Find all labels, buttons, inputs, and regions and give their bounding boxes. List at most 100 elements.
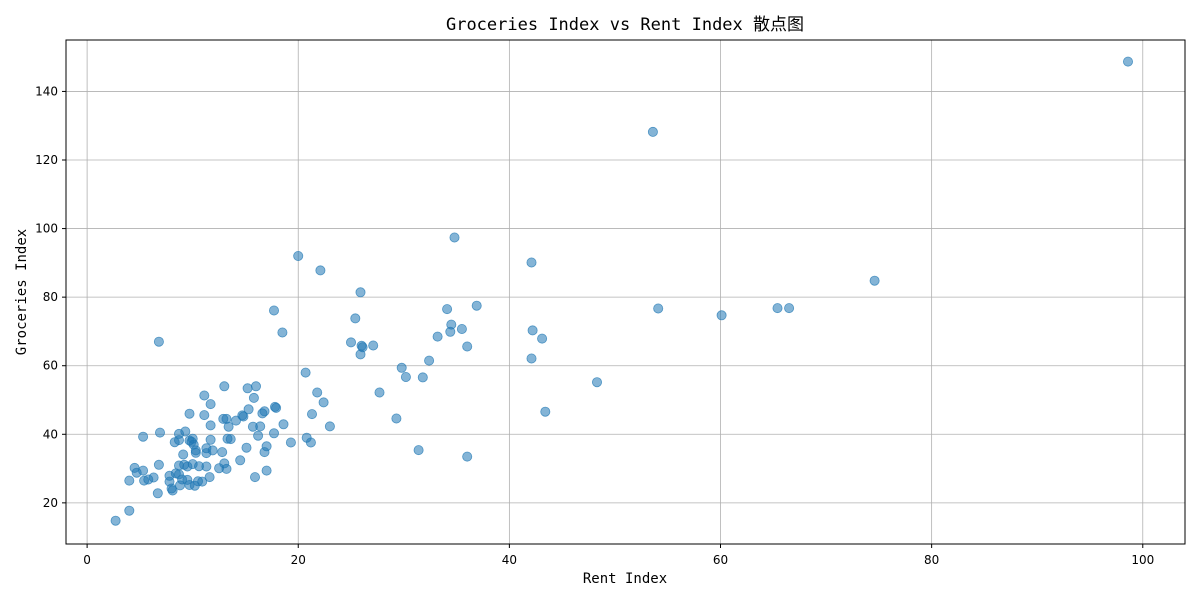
scatter-point	[592, 377, 603, 388]
scatter-point	[138, 431, 149, 442]
scatter-point	[355, 349, 366, 360]
y-tick-label: 40	[43, 427, 58, 441]
scatter-point	[647, 126, 658, 137]
scatter-point	[271, 402, 282, 413]
x-tick-label: 60	[713, 553, 728, 567]
scatter-point	[306, 409, 317, 420]
scatter-point	[248, 392, 259, 403]
scatter-point	[153, 459, 164, 470]
scatter-point	[391, 413, 402, 424]
scatter-point	[305, 437, 316, 448]
scatter-point	[417, 372, 428, 383]
scatter-point	[247, 421, 258, 432]
scatter-point	[253, 430, 264, 441]
scatter-point	[230, 415, 241, 426]
scatter-point	[278, 419, 289, 430]
scatter-point	[285, 437, 296, 448]
scatter-point	[772, 303, 783, 314]
points-layer	[110, 56, 1134, 526]
scatter-point	[205, 399, 216, 410]
scatter-point	[315, 265, 326, 276]
scatter-point	[205, 420, 216, 431]
y-tick-label: 140	[35, 84, 58, 98]
scatter-point	[124, 505, 135, 516]
scatter-point	[653, 303, 664, 314]
scatter-point	[345, 337, 356, 348]
scatter-point	[445, 326, 456, 337]
scatter-point	[241, 442, 252, 453]
scatter-point	[167, 485, 178, 496]
grid-layer	[66, 40, 1185, 544]
scatter-point	[199, 410, 210, 421]
scatter-point	[222, 433, 233, 444]
x-tick-label: 20	[291, 553, 306, 567]
scatter-point	[190, 447, 201, 458]
ticks-layer: 0 20 40 60 80 100 20 40 60 80 100 120 140	[35, 84, 1154, 567]
scatter-point	[312, 387, 323, 398]
scatter-point	[221, 463, 232, 474]
scatter-point	[124, 475, 135, 486]
scatter-point	[235, 455, 246, 466]
scatter-point	[223, 421, 234, 432]
scatter-point	[526, 257, 537, 268]
scatter-point	[184, 408, 195, 419]
scatter-point	[324, 421, 335, 432]
scatter-point	[193, 461, 204, 472]
scatter-point	[368, 340, 379, 351]
scatter-point	[527, 325, 538, 336]
scatter-point	[219, 381, 230, 392]
scatter-point	[277, 327, 288, 338]
scatter-point	[189, 480, 200, 491]
x-tick-label: 40	[502, 553, 517, 567]
x-tick-label: 100	[1131, 553, 1154, 567]
y-tick-label: 100	[35, 222, 58, 236]
scatter-point	[400, 371, 411, 382]
scatter-point	[869, 275, 880, 286]
scatter-point	[456, 323, 467, 334]
chart-title: Groceries Index vs Rent Index 散点图	[446, 15, 804, 35]
plot-frame	[65, 39, 1186, 545]
scatter-point	[462, 451, 473, 462]
scatter-point	[784, 303, 795, 314]
scatter-point	[449, 232, 460, 243]
y-tick-label: 20	[43, 496, 58, 510]
scatter-point	[218, 413, 229, 424]
scatter-point	[110, 515, 121, 526]
x-axis-label: Rent Index	[583, 571, 667, 587]
scatter-point	[355, 287, 366, 298]
y-axis-label: Groceries Index	[14, 229, 30, 355]
y-tick-label: 120	[35, 153, 58, 167]
scatter-point	[153, 336, 164, 347]
y-tick-label: 80	[43, 290, 58, 304]
scatter-point	[257, 408, 268, 419]
scatter-point	[152, 488, 163, 499]
scatter-point	[217, 447, 228, 458]
scatter-point	[716, 310, 727, 321]
scatter-point	[199, 390, 210, 401]
scatter-point	[178, 449, 189, 460]
scatter-point	[396, 362, 407, 373]
scatter-point	[300, 367, 311, 378]
scatter-point	[261, 465, 272, 476]
scatter-point	[471, 300, 482, 311]
x-tick-label: 0	[83, 553, 91, 567]
scatter-point	[259, 447, 270, 458]
x-tick-label: 80	[924, 553, 939, 567]
scatter-point	[182, 461, 193, 472]
scatter-point	[268, 428, 279, 439]
scatter-point	[350, 313, 361, 324]
scatter-point	[526, 353, 537, 364]
scatter-point	[537, 333, 548, 344]
scatter-point	[169, 437, 180, 448]
scatter-point	[250, 381, 261, 392]
scatter-point	[242, 383, 253, 394]
scatter-point	[374, 387, 385, 398]
y-tick-label: 60	[43, 359, 58, 373]
scatter-point	[442, 304, 453, 315]
scatter-point	[243, 404, 254, 415]
scatter-point	[462, 341, 473, 352]
scatter-point	[249, 472, 260, 483]
scatter-point	[204, 472, 215, 483]
scatter-point	[268, 305, 279, 316]
